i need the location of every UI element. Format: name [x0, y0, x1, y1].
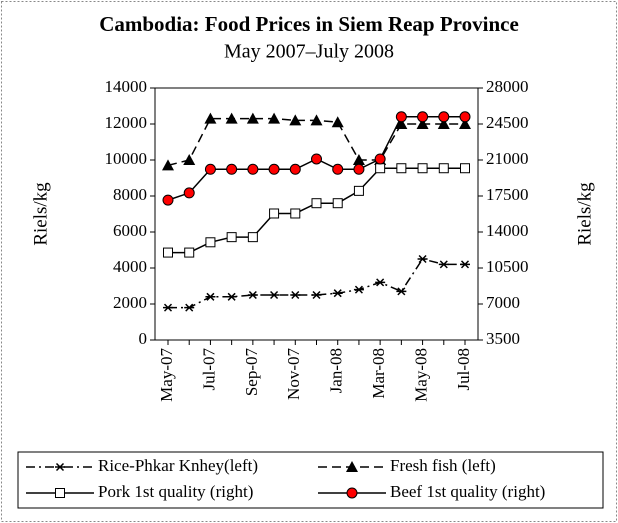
data-point — [226, 292, 237, 301]
data-point — [353, 185, 364, 196]
data-point — [460, 260, 470, 269]
y2-tick-label: 7000 — [486, 293, 520, 312]
data-point — [268, 112, 281, 124]
data-point — [353, 285, 364, 294]
data-point — [226, 232, 237, 243]
y-tick-label: 12000 — [105, 113, 148, 132]
data-point — [438, 163, 449, 174]
data-point — [205, 237, 216, 248]
data-point — [290, 290, 301, 300]
x-tick-label: Jan-08 — [327, 348, 346, 393]
data-point — [310, 114, 323, 126]
data-point — [290, 208, 301, 219]
data-point — [204, 163, 216, 175]
data-point — [332, 163, 344, 175]
data-point — [417, 254, 428, 264]
data-point — [311, 153, 322, 165]
legend-box — [17, 451, 604, 509]
data-point — [162, 159, 174, 171]
y-tick-label: 10000 — [105, 149, 148, 168]
x-tick-label: Mar-08 — [369, 348, 388, 399]
data-point — [268, 163, 280, 175]
y2-tick-label: 28000 — [486, 77, 529, 96]
data-point — [417, 111, 429, 123]
data-point — [247, 290, 258, 300]
data-point — [438, 111, 450, 123]
y-tick-label: 2000 — [113, 293, 147, 312]
y2-tick-label: 24500 — [486, 113, 529, 132]
data-point — [396, 163, 407, 174]
legend-label: Rice-Phkar Knhey(left) — [98, 456, 258, 475]
data-point — [437, 118, 450, 129]
data-point — [225, 112, 238, 124]
y-tick-label: 8000 — [113, 185, 147, 204]
legend-marker — [346, 461, 358, 472]
data-point — [332, 289, 343, 298]
data-point — [163, 303, 173, 312]
data-point — [226, 163, 238, 175]
legend-marker — [346, 487, 358, 499]
data-point — [183, 154, 196, 165]
data-point — [417, 163, 428, 174]
y-tick-label: 4000 — [113, 257, 147, 276]
chart-subtitle: May 2007–July 2008 — [224, 41, 394, 63]
data-point — [375, 278, 386, 287]
data-point — [438, 260, 449, 269]
x-tick-label: May-08 — [411, 348, 430, 402]
y2-tick-label: 21000 — [486, 149, 529, 168]
data-point — [184, 303, 195, 312]
data-point — [459, 111, 471, 123]
x-tick-label: Sep-07 — [242, 348, 261, 397]
y-axis-label: Riels/kg — [30, 182, 51, 246]
data-point — [184, 247, 195, 258]
y-tick-label: 0 — [139, 329, 148, 348]
data-point — [311, 290, 322, 300]
data-point — [289, 114, 302, 126]
data-point — [352, 154, 365, 165]
legend-label: Beef 1st quality (right) — [390, 482, 545, 501]
x-tick-label: May-07 — [157, 348, 176, 402]
data-point — [183, 187, 195, 199]
legend-label: Pork 1st quality (right) — [98, 482, 253, 501]
data-point — [269, 290, 280, 300]
x-tick-label: Nov-07 — [284, 348, 303, 400]
chart-title: Cambodia: Food Prices in Siem Reap Provi… — [99, 12, 519, 36]
data-point — [395, 118, 408, 129]
legend-marker — [55, 462, 65, 472]
data-point — [396, 287, 407, 296]
data-point — [205, 292, 216, 301]
data-point — [416, 118, 429, 129]
y-tick-label: 14000 — [105, 77, 148, 96]
data-point — [269, 208, 280, 219]
data-point — [374, 153, 386, 165]
y2-tick-label: 14000 — [486, 221, 529, 240]
data-point — [204, 112, 217, 124]
data-point — [353, 163, 365, 175]
x-tick-label: Jul-07 — [199, 348, 218, 391]
data-point — [331, 116, 344, 128]
data-point — [332, 198, 343, 209]
data-point — [460, 163, 470, 174]
data-point — [247, 163, 259, 175]
legend-marker — [55, 488, 65, 498]
data-point — [311, 198, 322, 209]
y2-tick-label: 17500 — [486, 185, 529, 204]
data-point — [289, 163, 301, 175]
data-point — [247, 232, 258, 243]
data-point — [246, 112, 259, 124]
y2-tick-label: 3500 — [486, 329, 520, 348]
data-point — [162, 194, 174, 206]
legend-label: Fresh fish (left) — [390, 456, 496, 475]
y-tick-label: 6000 — [113, 221, 147, 240]
data-point — [395, 111, 407, 123]
data-point — [375, 163, 386, 174]
x-tick-label: Jul-08 — [454, 348, 473, 391]
data-point — [459, 118, 471, 129]
series-line — [168, 258, 465, 309]
y2-axis-label: Riels/kg — [574, 182, 595, 246]
data-point — [163, 247, 173, 258]
y2-tick-label: 10500 — [486, 257, 529, 276]
